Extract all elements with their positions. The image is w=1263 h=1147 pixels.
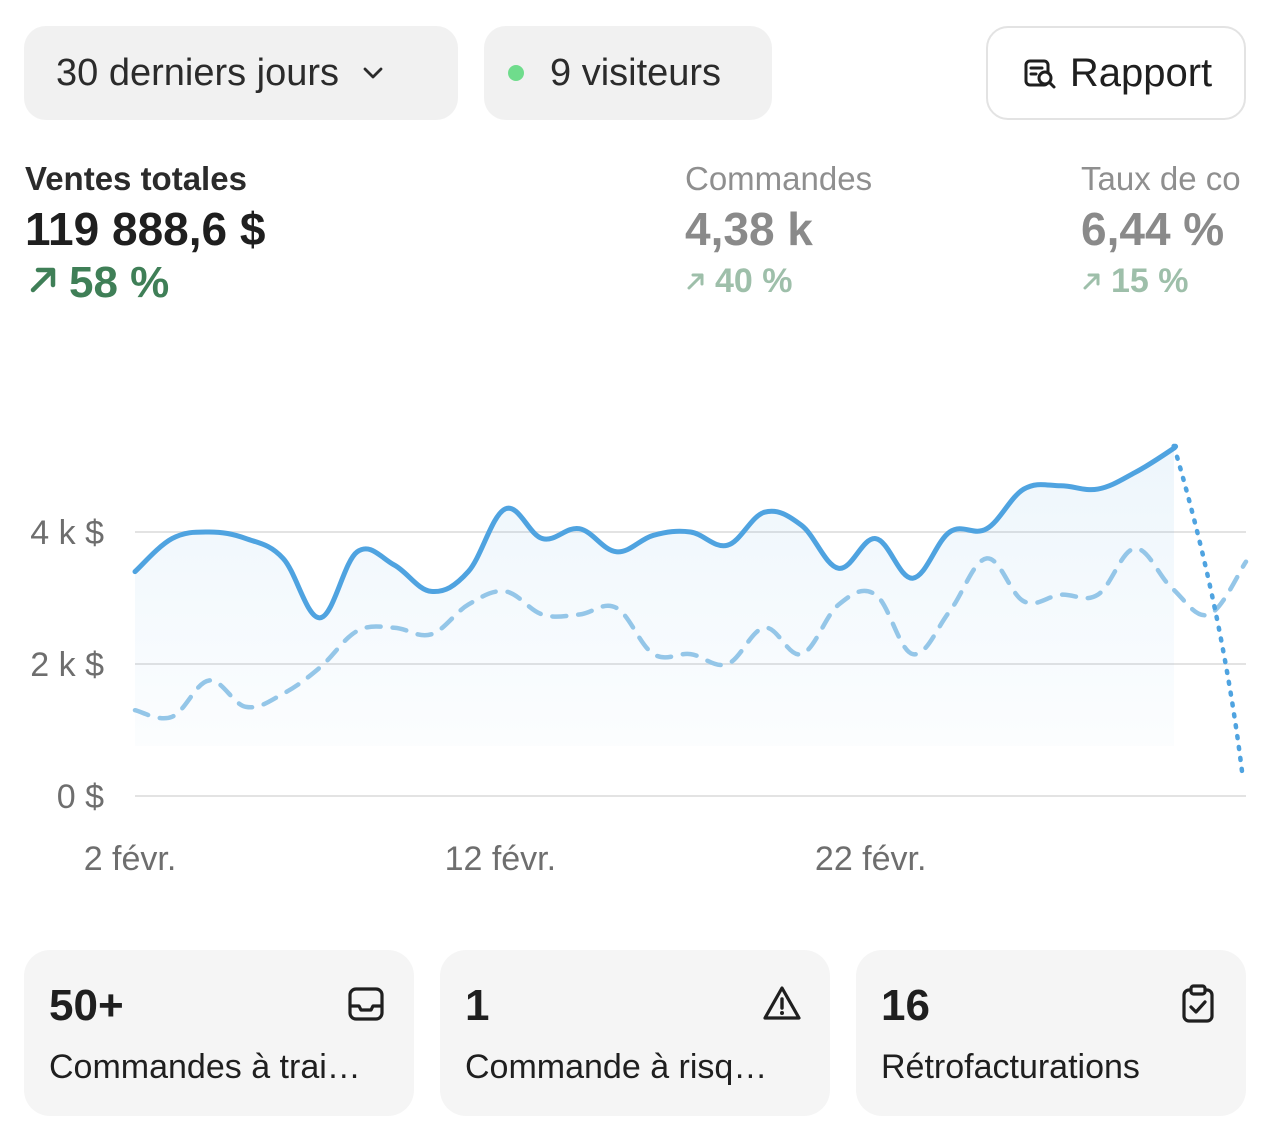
- live-status-dot: [508, 65, 524, 81]
- card-chargebacks[interactable]: 16 Rétrofacturations: [856, 950, 1246, 1116]
- sales-line-chart[interactable]: 0 $ 2 k $ 4 k $ 2 févr. 12 févr. 22 févr.: [0, 380, 1263, 900]
- trend-up-arrow-icon: [1081, 262, 1111, 301]
- live-visitors-button[interactable]: 9 visiteurs: [484, 26, 772, 120]
- card-label: Commandes à trai…: [49, 1048, 361, 1086]
- card-label: Commande à risq…: [465, 1048, 768, 1086]
- metric-conversion-rate[interactable]: Taux de co 6,44 % 15 %: [1081, 160, 1241, 301]
- series-current-period-line: [132, 443, 1179, 621]
- report-label: Rapport: [1069, 50, 1213, 95]
- metric-label: Commandes: [685, 160, 873, 197]
- clipboard-check-icon: [1176, 982, 1220, 1026]
- chevron-down-icon: [359, 59, 387, 87]
- card-label: Rétrofacturations: [881, 1048, 1140, 1086]
- card-orders-at-risk[interactable]: 1 Commande à risq…: [440, 950, 830, 1116]
- metric-delta-value: 40 %: [715, 262, 793, 300]
- date-range-selector[interactable]: 30 derniers jours: [24, 26, 458, 120]
- metric-value: 119 888,6 $: [25, 203, 266, 255]
- y-tick-label: 0 $: [57, 778, 104, 816]
- x-tick-label: 22 févr.: [815, 840, 927, 878]
- metric-total-sales[interactable]: Ventes totales 119 888,6 $ 58 %: [25, 160, 265, 308]
- metric-value: 6,44 %: [1081, 203, 1225, 255]
- x-tick-label: 2 févr.: [84, 840, 177, 878]
- visitors-label: 9 visiteurs: [550, 51, 722, 94]
- trend-up-arrow-icon: [685, 262, 715, 301]
- warning-triangle-icon: [760, 982, 804, 1026]
- metric-delta: 15 %: [1081, 262, 1241, 301]
- card-count: 16: [881, 981, 930, 1030]
- metric-orders[interactable]: Commandes 4,38 k 40 %: [685, 160, 872, 301]
- series-current-projection-line: [1171, 443, 1246, 782]
- metric-label: Taux de co: [1081, 160, 1241, 197]
- y-tick-label: 2 k $: [30, 646, 104, 684]
- report-search-icon: [1020, 53, 1060, 93]
- trend-up-arrow-icon: [25, 258, 69, 308]
- metric-delta: 58 %: [25, 258, 265, 308]
- metric-delta-value: 15 %: [1111, 262, 1189, 300]
- card-count: 50+: [49, 981, 124, 1030]
- series-previous-period-line: [132, 546, 1249, 721]
- metric-value: 4,38 k: [685, 203, 813, 255]
- metric-label: Ventes totales: [25, 160, 247, 197]
- inbox-icon: [344, 982, 388, 1026]
- y-tick-label: 4 k $: [30, 514, 104, 552]
- card-orders-to-process[interactable]: 50+ Commandes à trai…: [24, 950, 414, 1116]
- report-button[interactable]: Rapport: [986, 26, 1246, 120]
- date-range-label: 30 derniers jours: [56, 51, 340, 94]
- card-count: 1: [465, 981, 490, 1030]
- metric-delta: 40 %: [685, 262, 872, 301]
- x-tick-label: 12 févr.: [445, 840, 557, 878]
- metric-delta-value: 58 %: [69, 258, 170, 307]
- series-current-area: [135, 446, 1176, 746]
